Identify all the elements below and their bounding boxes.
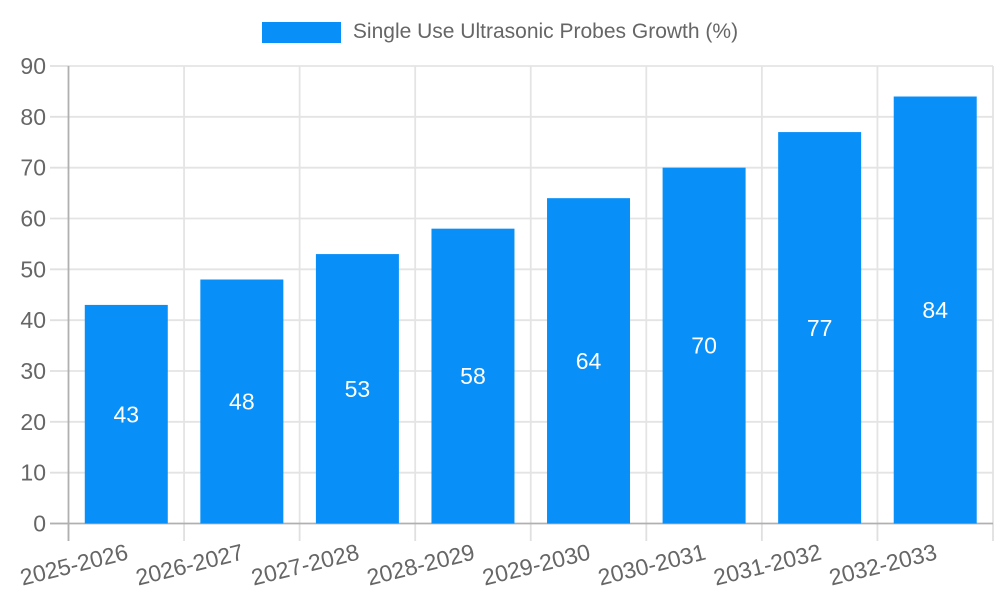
x-tick-label: 2031-2032 [711,539,824,591]
bar[interactable] [662,167,746,524]
bar[interactable] [200,279,284,524]
bar-value-label: 64 [576,348,602,374]
y-tick-label: 0 [33,511,46,537]
y-tick-label: 20 [20,409,46,435]
bar[interactable] [893,96,977,524]
x-tick-label: 2032-2033 [826,539,939,591]
y-tick-label: 60 [20,206,46,232]
bar-value-label: 58 [460,363,486,389]
bar[interactable] [315,254,399,524]
legend-item[interactable]: Single Use Ultrasonic Probes Growth (%) [261,20,739,44]
y-tick-label: 30 [20,358,46,384]
bar-value-label: 43 [113,401,139,427]
y-tick-label: 40 [20,307,46,333]
legend-swatch-icon [261,21,341,43]
bar-value-label: 53 [345,376,371,402]
bar[interactable] [547,198,631,524]
x-tick-label: 2029-2030 [480,539,593,591]
x-tick-label: 2026-2027 [133,539,246,591]
bar[interactable] [84,304,168,524]
y-tick-label: 90 [20,53,46,79]
legend: Single Use Ultrasonic Probes Growth (%) [0,20,1000,44]
y-tick-label: 10 [20,460,46,486]
bar-value-label: 77 [807,315,833,341]
legend-label: Single Use Ultrasonic Probes Growth (%) [352,20,739,43]
y-tick-label: 70 [20,155,46,181]
x-tick-label: 2027-2028 [249,539,362,591]
x-tick-label: 2030-2031 [595,539,708,591]
bar[interactable] [778,132,862,524]
y-tick-label: 80 [20,104,46,130]
bar[interactable] [431,228,515,524]
x-tick-label: 2025-2026 [17,539,130,591]
y-tick-label: 50 [20,256,46,282]
bar-value-label: 84 [922,297,948,323]
bar-value-label: 70 [691,333,717,359]
x-tick-label: 2028-2029 [364,539,477,591]
bar-value-label: 48 [229,389,255,415]
